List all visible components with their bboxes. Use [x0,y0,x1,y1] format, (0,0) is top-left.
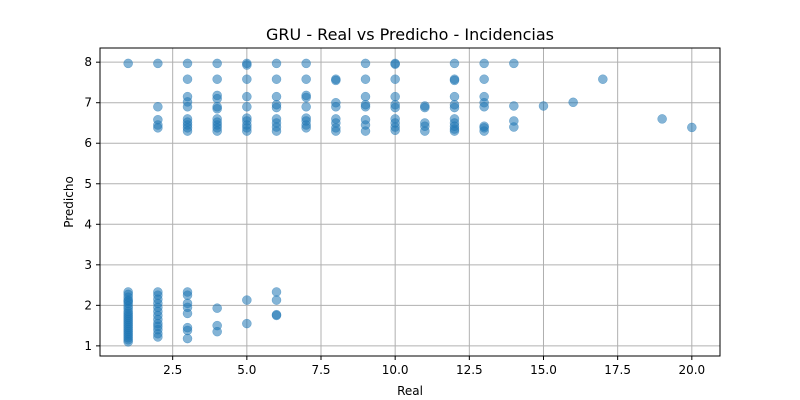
scatter-point [420,102,430,113]
scatter-point [331,102,341,112]
scatter-point [449,91,460,102]
scatter-point [153,332,163,342]
scatter-point [449,126,460,136]
x-tick-label: 5.0 [237,363,256,377]
scatter-point [390,74,400,84]
scatter-point [271,126,282,136]
scatter-point [390,102,400,113]
scatter-point [212,326,222,337]
scatter-point [212,303,222,313]
scatter-point [360,126,371,136]
scatter-point [153,123,163,133]
scatter-point [182,58,193,69]
scatter-point [449,75,460,86]
scatter-point [360,74,371,84]
scatter-point [242,318,252,329]
plot-area-frame [99,47,721,357]
scatter-point [212,58,222,69]
y-tick-label: 8 [84,55,92,69]
scatter-point [212,74,222,84]
scatter-point [153,102,163,112]
x-tick-label: 7.5 [311,363,330,377]
x-axis-ticks: 2.5 5.0 7.5 10.0 12.5 15.0 17.5 20.0 [163,356,705,377]
scatter-point [509,101,519,111]
scatter-point [182,74,193,84]
scatter-point [182,102,193,112]
scatter-point [123,58,133,69]
scatter-point [420,126,430,136]
scatter-point [390,59,400,69]
y-tick-label: 7 [84,96,92,110]
scatter-point [509,122,519,132]
x-tick-label: 17.5 [604,363,631,377]
scatter-point [271,310,282,321]
x-axis-label: Real [397,384,423,398]
scatter-point [242,91,252,102]
scatter-point [182,308,193,319]
scatter-point [301,74,311,84]
x-tick-label: 10.0 [382,363,409,377]
x-tick-label: 12.5 [456,363,483,377]
scatter-point [212,93,222,104]
scatter-point [271,102,282,113]
scatter-point [449,102,460,113]
scatter-point [242,126,252,136]
y-tick-label: 4 [84,217,92,231]
scatter-point [242,102,252,112]
scatter-point [390,125,400,136]
scatter-point [242,74,252,84]
scatter-point [212,126,222,136]
scatter-point [271,58,282,69]
scatter-point [479,102,489,112]
scatter-point [360,102,371,112]
scatter-point [687,122,697,133]
scatter-point [242,60,252,70]
data-points [123,58,697,347]
scatter-point [360,91,371,102]
y-axis-ticks: 1 2 3 4 5 6 7 8 [84,55,100,353]
scatter-point [479,126,489,136]
scatter-point [153,58,163,69]
y-tick-label: 1 [84,339,92,353]
y-axis-label: Predicho [62,176,76,228]
scatter-point [360,58,371,69]
x-tick-label: 2.5 [163,363,182,377]
scatter-point [509,58,519,69]
x-tick-label: 15.0 [530,363,557,377]
scatter-point [331,126,341,136]
y-tick-label: 5 [84,177,92,191]
grid-lines [100,48,720,356]
scatter-point [538,101,549,111]
scatter-point [182,333,193,344]
scatter-point [479,74,489,84]
scatter-point [301,92,311,103]
scatter-point [123,337,133,347]
scatter-point [301,123,311,133]
scatter-point [598,74,608,84]
scatter-point [271,91,282,102]
y-tick-label: 3 [84,258,92,272]
scatter-point [271,74,282,84]
scatter-point [657,114,667,124]
scatter-point [390,91,400,102]
scatter-point [301,58,311,69]
scatter-point [271,295,282,305]
scatter-point [271,287,282,297]
scatter-point [212,104,222,114]
scatter-point [568,97,578,108]
y-tick-label: 2 [84,298,92,312]
scatter-point [479,58,489,69]
scatter-point [182,126,193,136]
chart-title: GRU - Real vs Predicho - Incidencias [266,25,554,44]
y-tick-label: 6 [84,136,92,150]
scatter-point [182,325,193,336]
scatter-point [331,75,341,86]
scatter-point [449,58,460,69]
scatter-point [301,102,311,112]
x-tick-label: 20.0 [678,363,705,377]
scatter-point [242,295,252,305]
scatter-point [182,290,193,300]
